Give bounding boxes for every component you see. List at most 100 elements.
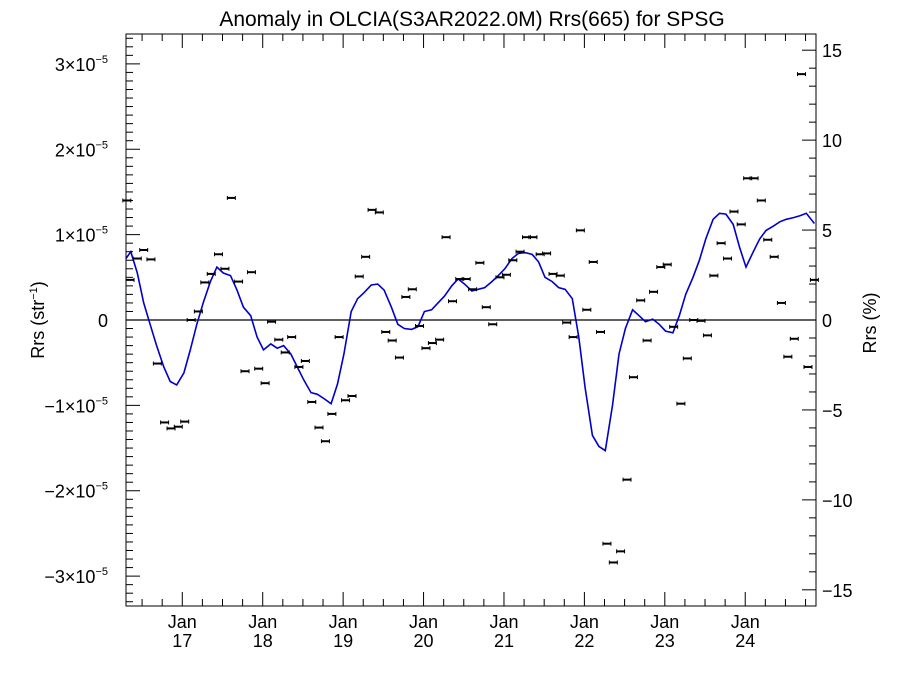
left-tick-label: −2×10−5 xyxy=(44,481,108,502)
x-tick-month: Jan xyxy=(168,612,197,632)
data-point xyxy=(160,420,170,425)
data-point xyxy=(515,249,525,254)
x-tick-year: 19 xyxy=(333,631,353,651)
data-point xyxy=(367,207,377,212)
data-point xyxy=(240,369,250,374)
left-tick-label: 2×10−5 xyxy=(55,139,108,160)
data-point xyxy=(749,176,759,181)
data-point xyxy=(246,270,256,275)
data-point xyxy=(495,275,505,280)
y-axis-label-left: Rrs (str−1) xyxy=(28,281,48,359)
data-point xyxy=(488,322,498,327)
data-point xyxy=(769,254,779,259)
data-point xyxy=(125,277,135,282)
data-point xyxy=(200,280,210,285)
data-point xyxy=(475,260,485,265)
data-point xyxy=(716,241,726,246)
data-point xyxy=(622,477,632,482)
data-point xyxy=(152,361,162,366)
x-tick-month: Jan xyxy=(329,612,358,632)
data-point xyxy=(789,336,799,341)
x-tick-year: 17 xyxy=(172,631,192,651)
data-point xyxy=(234,279,244,284)
right-tick-label: 15 xyxy=(822,41,842,61)
data-point xyxy=(588,259,598,264)
data-point xyxy=(656,265,666,270)
data-point xyxy=(676,401,686,406)
data-point xyxy=(226,195,236,200)
data-point xyxy=(682,356,692,361)
x-tick-year: 24 xyxy=(735,631,755,651)
data-point xyxy=(180,419,190,424)
data-point xyxy=(206,271,216,276)
data-point xyxy=(696,318,706,323)
left-tick-label: −1×10−5 xyxy=(44,395,108,416)
right-tick-label: 5 xyxy=(822,221,832,241)
right-tick-label: −15 xyxy=(822,581,853,601)
data-point xyxy=(797,72,807,77)
data-point xyxy=(327,411,337,416)
data-point xyxy=(461,277,471,282)
data-point xyxy=(132,256,142,261)
data-point xyxy=(481,305,491,310)
data-point xyxy=(702,333,712,338)
data-point xyxy=(213,252,223,257)
data-point xyxy=(435,337,445,342)
data-point xyxy=(294,364,304,369)
left-tick-label: 1×10−5 xyxy=(55,225,108,246)
x-tick-month: Jan xyxy=(570,612,599,632)
data-point xyxy=(555,273,565,278)
right-tick-label: 10 xyxy=(822,131,842,151)
plot-frame xyxy=(125,33,817,607)
data-point xyxy=(361,254,371,259)
data-point xyxy=(783,354,793,359)
data-point xyxy=(300,358,310,363)
data-point xyxy=(642,338,652,343)
data-point xyxy=(602,541,612,546)
x-tick-year: 23 xyxy=(655,631,675,651)
data-point xyxy=(562,320,572,325)
data-point xyxy=(582,307,592,312)
data-point xyxy=(193,309,203,314)
right-tick-label: −10 xyxy=(822,491,853,511)
data-point xyxy=(669,324,679,329)
x-tick-year: 18 xyxy=(253,631,273,651)
data-point xyxy=(421,346,431,351)
data-point xyxy=(287,335,297,340)
data-point xyxy=(280,350,290,355)
data-point xyxy=(542,251,552,256)
data-point xyxy=(427,341,437,346)
data-point xyxy=(501,272,511,277)
data-point xyxy=(334,335,344,340)
data-point xyxy=(528,235,538,240)
data-point xyxy=(415,323,425,328)
data-point xyxy=(649,289,659,294)
x-tick-year: 20 xyxy=(414,631,434,651)
data-point xyxy=(616,549,626,554)
chart-title: Anomaly in OLCIA(S3AR2022.0M) Rrs(665) f… xyxy=(219,8,724,31)
left-tick-label: 0 xyxy=(98,311,108,331)
data-point xyxy=(267,319,277,324)
x-tick-month: Jan xyxy=(489,612,518,632)
left-tick-label: 3×10−5 xyxy=(55,54,108,75)
data-point xyxy=(468,287,478,292)
data-point xyxy=(220,266,230,271)
data-point xyxy=(729,209,739,214)
data-point xyxy=(809,277,819,282)
data-point xyxy=(139,247,149,252)
data-point xyxy=(636,298,646,303)
data-point xyxy=(314,425,324,430)
data-point xyxy=(508,258,518,263)
data-point xyxy=(803,364,813,369)
data-point xyxy=(374,210,384,215)
data-point xyxy=(776,300,786,305)
x-tick-month: Jan xyxy=(731,612,760,632)
anomaly-line xyxy=(125,212,816,452)
data-point xyxy=(595,329,605,334)
x-tick-year: 22 xyxy=(574,631,594,651)
data-point xyxy=(173,424,183,429)
y-axis-label-right: Rrs (%) xyxy=(860,293,880,354)
data-point xyxy=(756,198,766,203)
x-tick-year: 21 xyxy=(494,631,514,651)
data-point xyxy=(260,381,270,386)
